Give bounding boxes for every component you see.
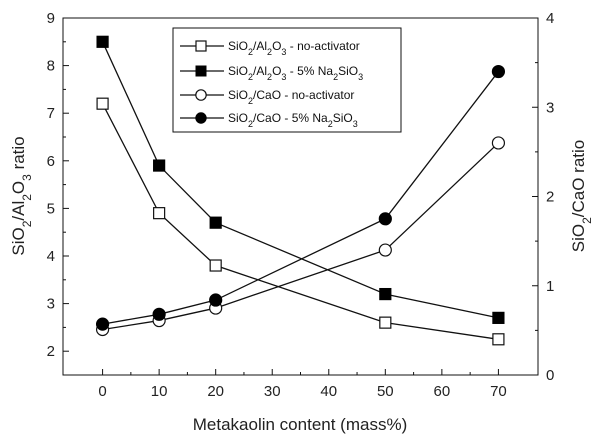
data-point [209, 293, 223, 307]
right-y-tick-label: 2 [546, 189, 554, 206]
legend: SiO2/Al2O3 - no-activator SiO2/Al2O3 - 5… [172, 27, 402, 133]
data-point [209, 259, 222, 272]
left-y-tick-label: 9 [47, 10, 55, 27]
legend-entry-sio2-al2o3-no-activator: SiO2/Al2O3 - no-activator [180, 39, 360, 57]
legend-entry-sio2-cao-5pct-na2sio3: SiO2/CaO - 5% Na2SiO3 [180, 111, 358, 129]
right-y-tick-label: 0 [546, 367, 554, 384]
x-tick-label: 10 [151, 383, 168, 400]
data-point [153, 159, 166, 172]
right-y-tick-label: 3 [546, 99, 554, 116]
x-tick-label: 0 [98, 383, 106, 400]
data-point [492, 333, 505, 346]
left-y-axis-title: SiO2/Al2O3 ratio [9, 136, 34, 255]
data-point [153, 207, 166, 220]
x-tick-label: 70 [490, 383, 507, 400]
right-y-tick-label: 1 [546, 278, 554, 295]
left-y-axis: 2 3 4 5 6 7 8 9 [47, 10, 69, 376]
left-y-tick-label: 4 [47, 248, 55, 265]
left-y-tick-label: 6 [47, 153, 55, 170]
data-point [378, 212, 392, 226]
x-tick-label: 60 [434, 383, 451, 400]
right-y-axis: 0 1 2 3 4 [532, 10, 554, 384]
svg-text:SiO2/CaO - 5% Na2SiO3: SiO2/CaO - 5% Na2SiO3 [228, 111, 358, 129]
right-y-axis-title: SiO2/CaO ratio [569, 140, 594, 253]
x-axis: 0 10 20 30 40 50 60 70 [98, 369, 507, 400]
data-point [378, 243, 392, 257]
series-line-1 [102, 103, 499, 340]
left-y-tick-label: 2 [47, 343, 55, 360]
data-point [379, 287, 392, 301]
x-tick-label: 40 [320, 383, 337, 400]
series-layer [95, 35, 506, 346]
data-point [152, 307, 166, 321]
data-point [209, 216, 222, 229]
data-point [96, 97, 109, 110]
data-point [492, 311, 505, 324]
svg-text:SiO2/Al2O3 - 5% Na2SiO3: SiO2/Al2O3 - 5% Na2SiO3 [228, 64, 363, 82]
svg-text:SiO2/CaO - no-activator: SiO2/CaO - no-activator [228, 88, 354, 106]
left-y-tick-label: 5 [47, 200, 55, 217]
data-point [491, 136, 506, 150]
data-point [96, 35, 109, 48]
x-tick-label: 30 [264, 383, 281, 400]
left-y-tick-label: 8 [47, 58, 55, 75]
x-tick-label: 50 [377, 383, 394, 400]
right-y-tick-label: 4 [546, 10, 554, 27]
data-point [95, 317, 110, 331]
svg-text:SiO2/Al2O3 - no-activator: SiO2/Al2O3 - no-activator [228, 39, 360, 57]
left-y-tick-label: 7 [47, 105, 55, 122]
legend-box [172, 27, 402, 133]
legend-entry-sio2-al2o3-5pct-na2sio3: SiO2/Al2O3 - 5% Na2SiO3 [180, 64, 363, 82]
data-point [379, 316, 392, 329]
x-axis-title: Metakaolin content (mass%) [193, 415, 407, 434]
left-y-tick-label: 3 [47, 296, 55, 313]
data-point [491, 64, 506, 79]
x-tick-label: 20 [207, 383, 224, 400]
legend-entry-sio2-cao-no-activator: SiO2/CaO - no-activator [180, 88, 354, 106]
